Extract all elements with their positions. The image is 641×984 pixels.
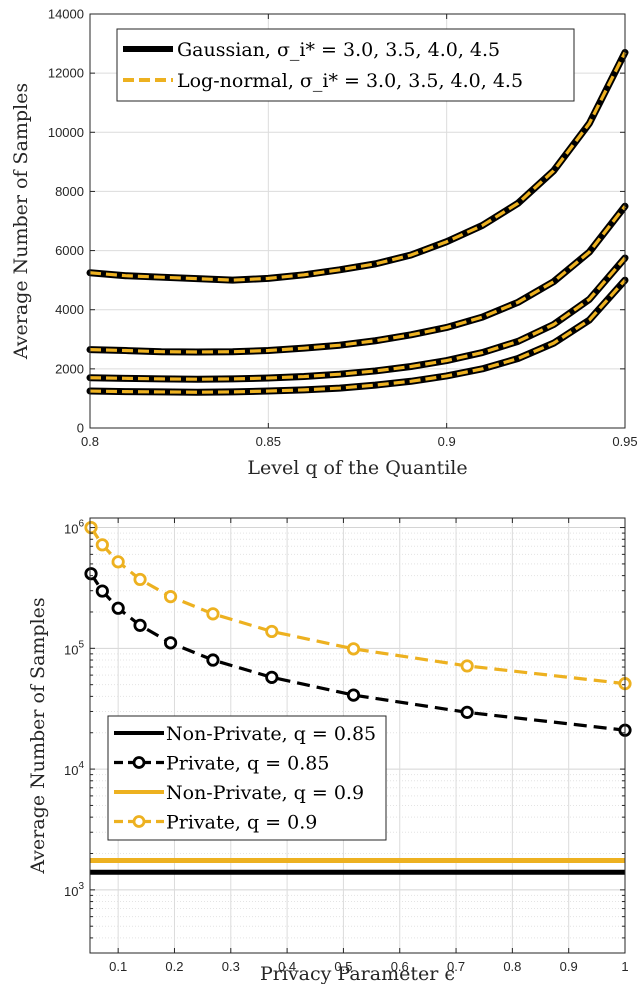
data-point-marker: [346, 688, 361, 702]
legend-label-gaussian: Gaussian, σ_i* = 3.0, 3.5, 4.0, 4.5: [177, 39, 500, 61]
series-line-lognormal: [89, 279, 627, 394]
x-tick-label: 0.9: [438, 434, 456, 449]
data-point-marker: [265, 670, 279, 684]
x-tick-label: 1: [621, 959, 628, 974]
data-point-marker: [111, 601, 125, 615]
series-line-lognormal: [89, 51, 627, 282]
data-point-marker: [206, 607, 220, 621]
data-point-marker: [163, 590, 178, 604]
x-tick-label: 0.6: [391, 959, 409, 974]
data-point-marker: [206, 653, 220, 667]
x-tick-label: 0.8: [503, 959, 521, 974]
data-point-marker: [133, 618, 147, 632]
x-tick-label: 0.5: [334, 959, 352, 974]
y-tick-exponent: 3: [78, 881, 84, 892]
legend-label: Private, q = 0.9: [166, 812, 317, 834]
y-tick-base: 10: [64, 884, 78, 899]
axes-box: [89, 13, 626, 429]
series-line-lognormal: [89, 256, 627, 381]
x-tick-label: 0.85: [256, 434, 281, 449]
legend-label: Non-Private, q = 0.85: [166, 723, 376, 745]
x-tick-label: 0.7: [447, 959, 465, 974]
x-axis-label: Privacy Parameter ϵ: [260, 963, 455, 984]
y-tick-label: 105: [64, 639, 84, 657]
data-point-marker: [84, 567, 98, 581]
y-tick-base: 10: [64, 642, 78, 657]
x-tick-label: 0.8: [81, 434, 99, 449]
y-tick-exponent: 4: [78, 760, 84, 771]
y-tick-label: 14000: [48, 7, 84, 22]
data-point-marker: [163, 636, 178, 650]
data-point-marker: [460, 705, 474, 719]
legend-box: [116, 28, 575, 102]
x-tick-label: 0.3: [222, 959, 240, 974]
y-tick-label: 103: [64, 881, 84, 899]
y-tick-label: 4000: [55, 302, 84, 317]
x-tick-label: 0.9: [560, 959, 578, 974]
data-point-marker: [95, 584, 109, 598]
y-tick-label: 106: [64, 519, 84, 537]
x-tick-label: 0.95: [612, 434, 637, 449]
axes-box: [89, 517, 626, 954]
series-line-lognormal: [89, 205, 627, 354]
legend-box: [107, 715, 387, 841]
y-tick-label: 0: [77, 421, 84, 436]
x-tick-label: 0.2: [165, 959, 183, 974]
chart-quantile-level: 0.8 0.85 0.9 0.95 0 2000 4000 6000 8000 10000 1200…: [10, 7, 638, 480]
y-tick-label: 8000: [55, 184, 84, 199]
series-line-private: [89, 572, 626, 732]
legend-swatch-marker: [132, 815, 146, 828]
y-tick-label: 6000: [55, 243, 84, 258]
data-point-marker: [133, 572, 147, 587]
y-tick-label: 10000: [48, 125, 84, 140]
series-line-private: [89, 526, 626, 686]
legend-label: Private, q = 0.85: [166, 753, 329, 775]
y-tick-base: 10: [64, 522, 78, 537]
legend-swatch-marker: [132, 756, 146, 769]
y-tick-label: 2000: [55, 361, 84, 376]
data-point-marker: [95, 538, 109, 552]
x-tick-label: 0.1: [109, 959, 127, 974]
y-tick-base: 10: [64, 763, 78, 778]
x-axis-label: Level q of the Quantile: [247, 457, 467, 479]
y-axis-label: Average Number of Samples: [10, 83, 32, 360]
chart-privacy-parameter: 0.1 0.2 0.3 0.4 0.5 0.6 0.7 0.8 0.9 1103104105106…: [27, 517, 632, 984]
x-tick-label: 0.4: [278, 959, 296, 974]
y-tick-label: 12000: [48, 66, 84, 81]
data-point-marker: [111, 555, 125, 569]
y-tick-exponent: 6: [78, 519, 84, 530]
data-point-marker: [460, 659, 474, 673]
y-tick-label: 104: [64, 760, 84, 778]
data-point-marker: [265, 624, 279, 639]
legend-label-lognormal: Log-normal, σ_i* = 3.0, 3.5, 4.0, 4.5: [177, 70, 523, 92]
y-axis-label: Average Number of Samples: [27, 597, 49, 874]
data-point-marker: [346, 642, 361, 656]
legend-label: Non-Private, q = 0.9: [166, 782, 364, 804]
y-tick-exponent: 5: [78, 639, 84, 650]
